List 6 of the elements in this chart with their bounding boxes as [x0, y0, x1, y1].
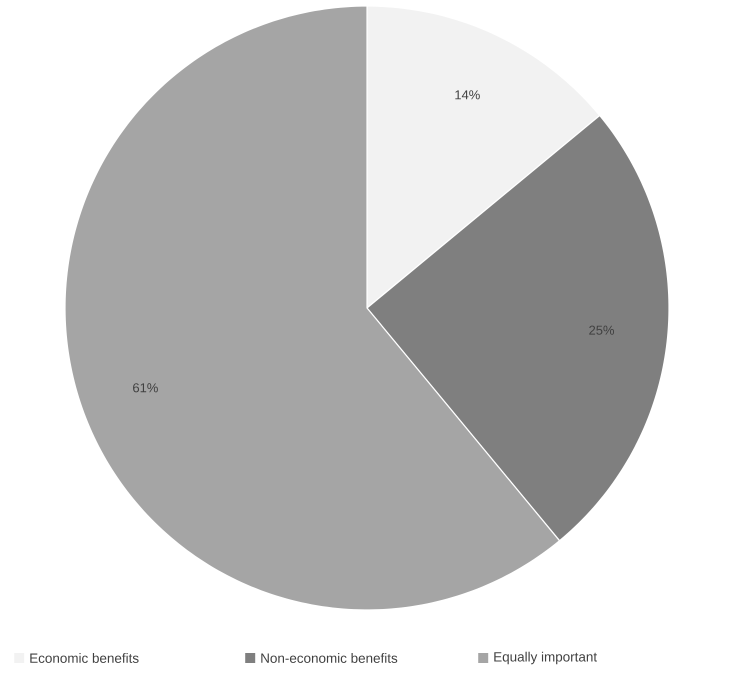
data-label: 25%	[589, 326, 614, 335]
data-label: 14%	[455, 90, 480, 100]
legend-label: Equally important	[494, 652, 597, 664]
legend-label: Economic benefits	[30, 653, 139, 663]
data-label: 61%	[133, 383, 158, 392]
legend-label: Non-economic benefits	[261, 653, 398, 663]
